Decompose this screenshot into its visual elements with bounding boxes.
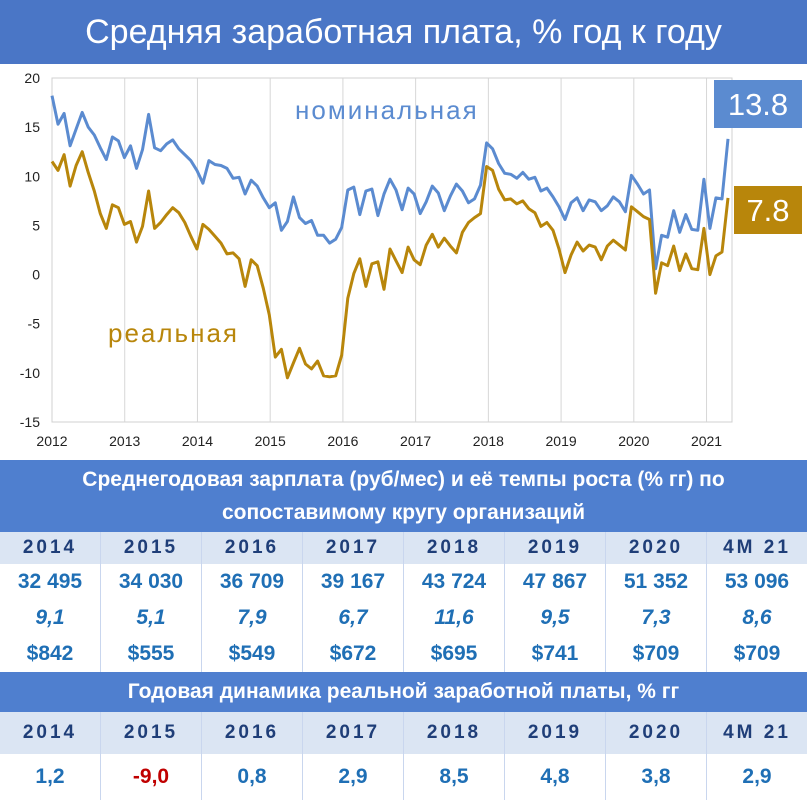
year-cell: 2019 xyxy=(505,532,606,564)
year-cell: 2019 xyxy=(505,712,606,754)
page-title: Средняя заработная плата, % год к году xyxy=(0,0,807,64)
year-cell: 2015 xyxy=(101,532,202,564)
growth-cell: 7,9 xyxy=(202,600,303,636)
growth-cell: 6,7 xyxy=(303,600,404,636)
table1-header: Среднегодовая зарплата (руб/мес) и её те… xyxy=(0,460,807,532)
x-tick-label: 2016 xyxy=(327,433,358,449)
usd-cell: $555 xyxy=(101,636,202,672)
series-line-nominal xyxy=(50,95,730,271)
plot-area xyxy=(51,77,733,423)
last-value-label-real: 7.8 xyxy=(746,193,789,228)
table2-values-row: 1,2 -9,0 0,8 2,9 8,5 4,8 3,8 2,9 xyxy=(0,754,807,800)
year-cell: 2015 xyxy=(101,712,202,754)
y-tick-label: 10 xyxy=(24,168,40,184)
y-tick-label: -15 xyxy=(20,414,40,430)
usd-cell: $709 xyxy=(606,636,707,672)
growth-cell: 7,3 xyxy=(606,600,707,636)
y-tick-label: -10 xyxy=(20,365,40,381)
real-growth-cell: -9,0 xyxy=(101,754,202,800)
year-cell: 2020 xyxy=(606,712,707,754)
usd-cell: $709 xyxy=(733,642,781,665)
series-label-real: реальная xyxy=(108,318,239,348)
salary-cell: 51 352 xyxy=(606,564,707,600)
x-tick-label: 2021 xyxy=(691,433,722,449)
usd-cell: $695 xyxy=(404,636,505,672)
salary-cell: 34 030 xyxy=(101,564,202,600)
usd-cell: $549 xyxy=(202,636,303,672)
usd-cell: $741 xyxy=(505,636,606,672)
x-tick-label: 2014 xyxy=(182,433,213,449)
year-cell: 4M 21 xyxy=(723,537,791,558)
growth-cell: 5,1 xyxy=(101,600,202,636)
salary-cell: 32 495 xyxy=(0,564,101,600)
real-growth-cell: 2,9 xyxy=(303,754,404,800)
last-value-label-nominal: 13.8 xyxy=(728,87,788,122)
salary-cell: 47 867 xyxy=(505,564,606,600)
table1-salary-row: 32 495 34 030 36 709 39 167 43 724 47 867 51 3… xyxy=(0,564,807,600)
year-cell: 2014 xyxy=(0,532,101,564)
y-tick-label: 15 xyxy=(24,119,40,135)
real-growth-cell: 3,8 xyxy=(606,754,707,800)
real-growth-cell: 8,5 xyxy=(404,754,505,800)
salary-cell: 53 096 xyxy=(724,570,790,593)
series-label-nominal: номинальная xyxy=(295,95,479,125)
salary-cell: 43 724 xyxy=(404,564,505,600)
real-growth-cell: 0,8 xyxy=(202,754,303,800)
usd-cell: $672 xyxy=(303,636,404,672)
table1-growth-row: 9,1 5,1 7,9 6,7 11,6 9,5 7,3 8,6 xyxy=(0,600,807,636)
table2-year-row: 2014 2015 2016 2017 2018 2019 2020 4M 21 xyxy=(0,712,807,754)
year-cell: 2014 xyxy=(0,712,101,754)
y-tick-label: 20 xyxy=(24,70,40,86)
y-tick-label: 0 xyxy=(32,267,40,283)
table1-year-row: 2014 2015 2016 2017 2018 2019 2020 4M 21 xyxy=(0,532,807,564)
x-tick-label: 2012 xyxy=(36,433,67,449)
y-tick-label: -5 xyxy=(28,316,41,332)
usd-cell: $842 xyxy=(0,636,101,672)
real-growth-cell: 1,2 xyxy=(0,754,101,800)
salary-cell: 39 167 xyxy=(303,564,404,600)
last-value-box-nominal xyxy=(714,80,802,128)
x-tick-label: 2019 xyxy=(546,433,577,449)
year-cell: 4M 21 xyxy=(723,722,791,743)
y-tick-label: 5 xyxy=(32,217,40,233)
year-cell: 2017 xyxy=(303,532,404,564)
year-cell: 2018 xyxy=(404,532,505,564)
growth-cell: 8,6 xyxy=(742,606,772,629)
salary-cell: 36 709 xyxy=(202,564,303,600)
x-tick-label: 2017 xyxy=(400,433,431,449)
series-line-real xyxy=(50,150,730,380)
year-cell: 2017 xyxy=(303,712,404,754)
year-cell: 2016 xyxy=(202,712,303,754)
growth-cell: 11,6 xyxy=(404,600,505,636)
real-growth-cell: 2,9 xyxy=(742,765,772,788)
x-tick-label: 2013 xyxy=(109,433,140,449)
x-tick-label: 2020 xyxy=(618,433,649,449)
x-tick-label: 2018 xyxy=(473,433,504,449)
table1-usd-row: $842 $555 $549 $672 $695 $741 $709 $709 xyxy=(0,636,807,672)
growth-cell: 9,1 xyxy=(0,600,101,636)
table2-header: Годовая динамика реальной заработной пла… xyxy=(0,672,807,712)
x-tick-label: 2015 xyxy=(255,433,286,449)
year-cell: 2018 xyxy=(404,712,505,754)
year-cell: 2020 xyxy=(606,532,707,564)
chart-svg: 2012 2013 2014 2015 2016 2017 2018 2019 2020 2021… xyxy=(20,70,802,449)
last-value-box-real xyxy=(734,186,802,234)
year-cell: 2016 xyxy=(202,532,303,564)
line-chart: 2012 2013 2014 2015 2016 2017 2018 2019 2020 2021… xyxy=(0,64,807,460)
growth-cell: 9,5 xyxy=(505,600,606,636)
real-growth-cell: 4,8 xyxy=(505,754,606,800)
